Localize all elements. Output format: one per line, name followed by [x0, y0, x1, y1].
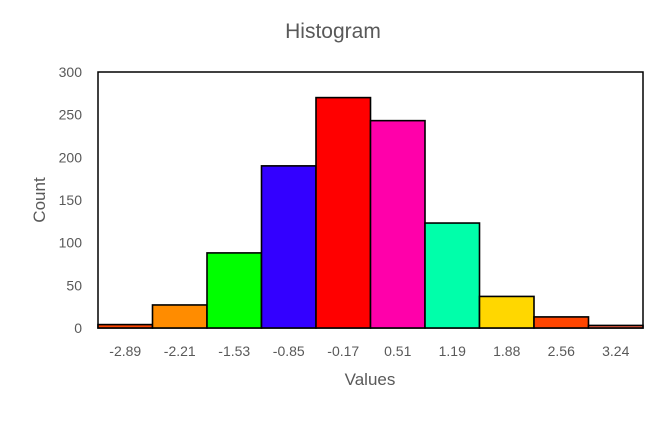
y-tick-label: 0	[74, 320, 82, 336]
y-axis-ticks: 0 50 100 150 200 250 300	[59, 64, 83, 336]
histogram-bar	[424, 222, 481, 329]
x-tick-label: 3.24	[602, 343, 629, 359]
histogram-bar	[260, 165, 317, 329]
x-tick-label: 0.51	[384, 343, 411, 359]
y-axis-label: Count	[30, 177, 49, 223]
histogram-bars	[97, 96, 644, 329]
x-tick-label: 2.56	[548, 343, 575, 359]
x-tick-label: -2.21	[164, 343, 196, 359]
histogram-bar	[97, 323, 154, 329]
y-tick-label: 150	[59, 192, 83, 208]
x-tick-label: -1.53	[218, 343, 250, 359]
histogram-bar	[587, 324, 644, 329]
histogram-bar	[206, 252, 263, 329]
x-tick-label: -2.89	[109, 343, 141, 359]
x-tick-label: -0.85	[273, 343, 305, 359]
y-tick-label: 200	[59, 149, 83, 165]
y-tick-label: 300	[59, 64, 83, 80]
x-tick-label: 1.19	[439, 343, 466, 359]
y-tick-label: 250	[59, 107, 83, 123]
histogram-bar	[533, 316, 590, 329]
x-axis-ticks: -2.89 -2.21 -1.53 -0.85 -0.17 0.51 1.19 1.88 2.5…	[109, 343, 629, 359]
x-tick-label: 1.88	[493, 343, 520, 359]
histogram-bar	[369, 119, 426, 329]
x-tick-label: -0.17	[327, 343, 359, 359]
histogram-bar	[478, 295, 535, 329]
y-tick-label: 100	[59, 235, 83, 251]
y-tick-label: 50	[66, 277, 82, 293]
chart-title: Histogram	[285, 20, 381, 43]
x-axis-label: Values	[345, 370, 396, 389]
histogram-bar	[315, 96, 372, 329]
histogram-bar	[151, 304, 208, 329]
